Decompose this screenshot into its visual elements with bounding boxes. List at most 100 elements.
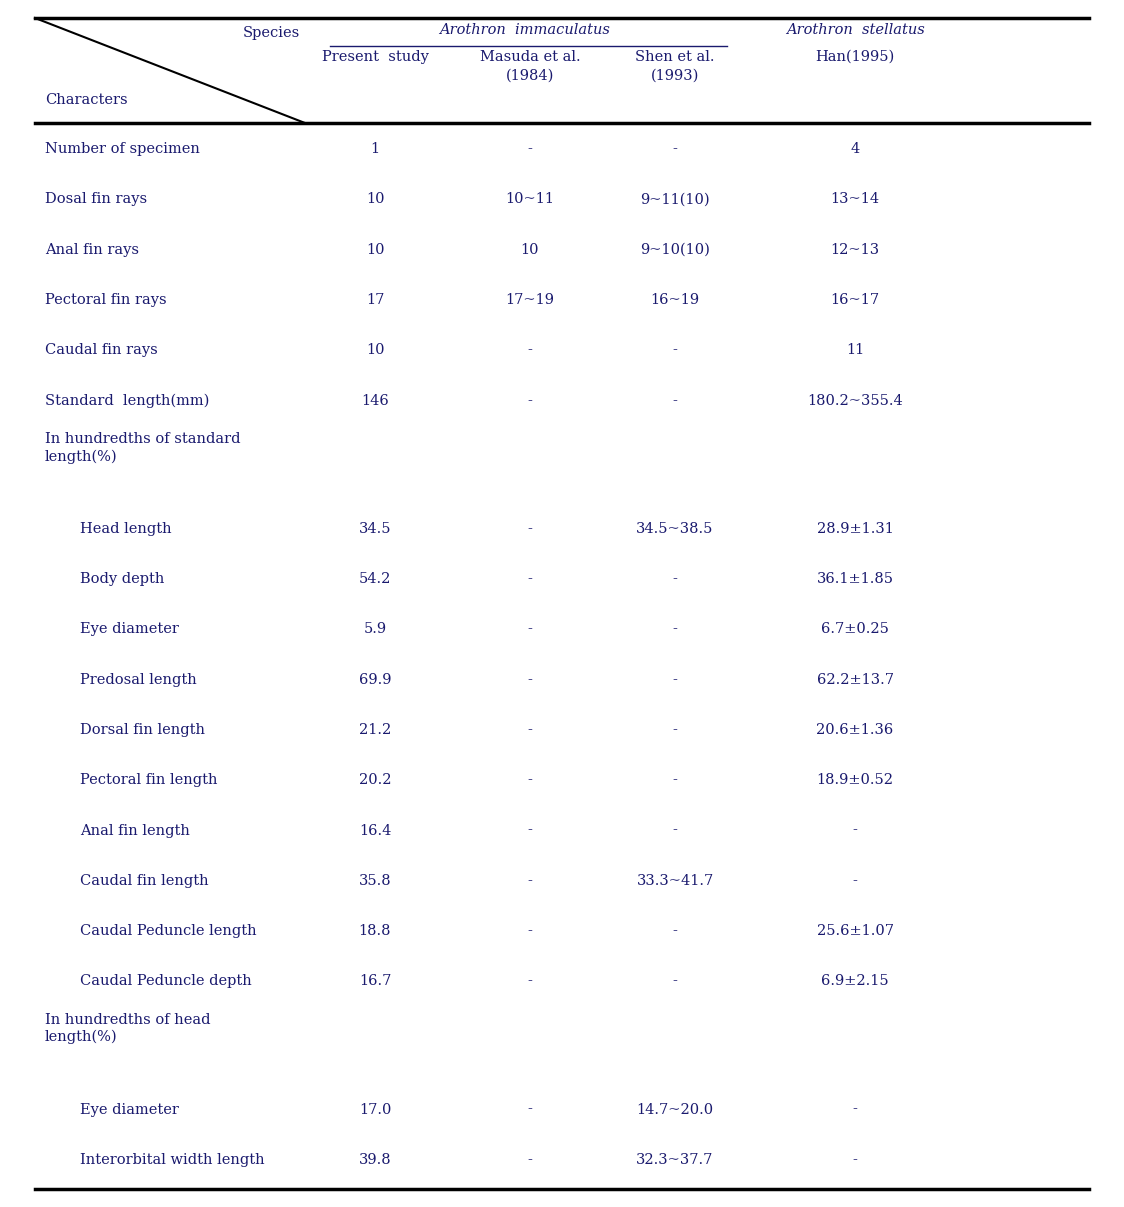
Text: -: - — [527, 974, 533, 989]
Text: In hundredths of standard
length(%): In hundredths of standard length(%) — [45, 432, 241, 463]
Text: In hundredths of head
length(%): In hundredths of head length(%) — [45, 1013, 210, 1044]
Text: 10: 10 — [365, 243, 384, 257]
Text: 10: 10 — [365, 343, 384, 357]
Text: Interorbital width length: Interorbital width length — [80, 1153, 264, 1167]
Text: -: - — [672, 925, 678, 938]
Text: -: - — [672, 623, 678, 636]
Text: 13~14: 13~14 — [831, 192, 880, 206]
Text: 32.3~37.7: 32.3~37.7 — [636, 1153, 714, 1167]
Text: 35.8: 35.8 — [359, 874, 391, 888]
Text: Eye diameter: Eye diameter — [80, 623, 179, 636]
Text: 36.1±1.85: 36.1±1.85 — [816, 572, 894, 587]
Text: -: - — [672, 142, 678, 156]
Text: 34.5~38.5: 34.5~38.5 — [636, 521, 714, 536]
Text: Present  study: Present study — [321, 49, 428, 64]
Text: 16.7: 16.7 — [359, 974, 391, 989]
Text: 146: 146 — [361, 393, 389, 408]
Text: 5.9: 5.9 — [363, 623, 387, 636]
Text: 9~10(10): 9~10(10) — [640, 243, 710, 257]
Text: Dorsal fin length: Dorsal fin length — [80, 723, 205, 737]
Text: 180.2~355.4: 180.2~355.4 — [807, 393, 903, 408]
Text: 20.2: 20.2 — [359, 774, 391, 787]
Text: Predosal length: Predosal length — [80, 672, 197, 687]
Text: 6.7±0.25: 6.7±0.25 — [821, 623, 889, 636]
Text: 16.4: 16.4 — [359, 823, 391, 838]
Text: -: - — [672, 343, 678, 357]
Text: Caudal Peduncle length: Caudal Peduncle length — [80, 925, 256, 938]
Text: -: - — [853, 1102, 858, 1116]
Text: Caudal Peduncle depth: Caudal Peduncle depth — [80, 974, 252, 989]
Text: Caudal fin rays: Caudal fin rays — [45, 343, 157, 357]
Text: 17: 17 — [365, 293, 384, 307]
Text: 10: 10 — [520, 243, 540, 257]
Text: -: - — [853, 1153, 858, 1167]
Text: Han(1995): Han(1995) — [815, 49, 895, 64]
Text: Pectoral fin length: Pectoral fin length — [80, 774, 218, 787]
Text: Anal fin rays: Anal fin rays — [45, 243, 139, 257]
Text: 10~11: 10~11 — [506, 192, 554, 206]
Text: -: - — [527, 572, 533, 587]
Text: Caudal fin length: Caudal fin length — [80, 874, 209, 888]
Text: Masuda et al.
(1984): Masuda et al. (1984) — [480, 49, 580, 82]
Text: 28.9±1.31: 28.9±1.31 — [816, 521, 894, 536]
Text: -: - — [527, 623, 533, 636]
Text: -: - — [527, 343, 533, 357]
Text: Anal fin length: Anal fin length — [80, 823, 190, 838]
Text: -: - — [527, 874, 533, 888]
Text: -: - — [672, 723, 678, 737]
Text: -: - — [527, 393, 533, 408]
Text: Dosal fin rays: Dosal fin rays — [45, 192, 147, 206]
Text: -: - — [672, 393, 678, 408]
Text: -: - — [672, 974, 678, 989]
Text: 17~19: 17~19 — [506, 293, 554, 307]
Text: -: - — [672, 823, 678, 838]
Text: Characters: Characters — [45, 93, 128, 107]
Text: 1: 1 — [371, 142, 380, 156]
Text: Head length: Head length — [80, 521, 172, 536]
Text: -: - — [527, 925, 533, 938]
Text: 33.3~41.7: 33.3~41.7 — [636, 874, 714, 888]
Text: Pectoral fin rays: Pectoral fin rays — [45, 293, 166, 307]
Text: 39.8: 39.8 — [359, 1153, 391, 1167]
Text: -: - — [672, 774, 678, 787]
Text: Shen et al.
(1993): Shen et al. (1993) — [635, 49, 715, 82]
Text: Arothron  stellatus: Arothron stellatus — [786, 23, 924, 37]
Text: -: - — [527, 142, 533, 156]
Text: 16~19: 16~19 — [651, 293, 699, 307]
Text: 17.0: 17.0 — [359, 1102, 391, 1116]
Text: 25.6±1.07: 25.6±1.07 — [816, 925, 894, 938]
Text: -: - — [853, 823, 858, 838]
Text: Body depth: Body depth — [80, 572, 164, 587]
Text: 18.8: 18.8 — [359, 925, 391, 938]
Text: -: - — [672, 572, 678, 587]
Text: 62.2±13.7: 62.2±13.7 — [816, 672, 894, 687]
Text: 18.9±0.52: 18.9±0.52 — [816, 774, 894, 787]
Text: -: - — [527, 521, 533, 536]
Text: Species: Species — [243, 27, 300, 40]
Text: -: - — [527, 774, 533, 787]
Text: -: - — [527, 723, 533, 737]
Text: 21.2: 21.2 — [359, 723, 391, 737]
Text: -: - — [672, 672, 678, 687]
Text: 34.5: 34.5 — [359, 521, 391, 536]
Text: 16~17: 16~17 — [831, 293, 880, 307]
Text: -: - — [527, 1102, 533, 1116]
Text: -: - — [527, 672, 533, 687]
Text: 14.7~20.0: 14.7~20.0 — [636, 1102, 714, 1116]
Text: 69.9: 69.9 — [359, 672, 391, 687]
Text: Arothron  immaculatus: Arothron immaculatus — [439, 23, 610, 37]
Text: Eye diameter: Eye diameter — [80, 1102, 179, 1116]
Text: -: - — [527, 823, 533, 838]
Text: 4: 4 — [851, 142, 860, 156]
Text: 9~11(10): 9~11(10) — [641, 192, 710, 206]
Text: 12~13: 12~13 — [831, 243, 880, 257]
Text: 10: 10 — [365, 192, 384, 206]
Text: -: - — [527, 1153, 533, 1167]
Text: 6.9±2.15: 6.9±2.15 — [822, 974, 889, 989]
Text: Number of specimen: Number of specimen — [45, 142, 200, 156]
Text: 20.6±1.36: 20.6±1.36 — [816, 723, 894, 737]
Text: Standard  length(mm): Standard length(mm) — [45, 393, 209, 408]
Text: 11: 11 — [846, 343, 864, 357]
Text: -: - — [853, 874, 858, 888]
Text: 54.2: 54.2 — [359, 572, 391, 587]
